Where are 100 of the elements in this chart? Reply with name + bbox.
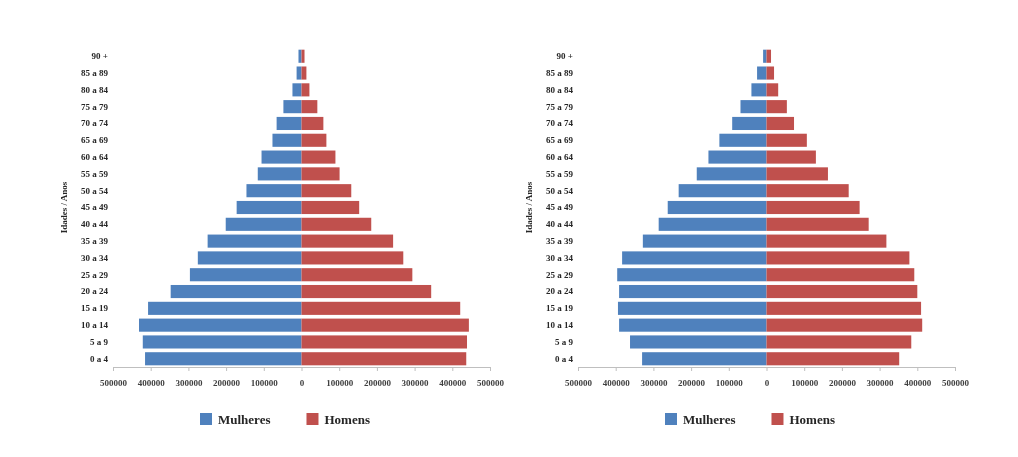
bar [763, 49, 767, 63]
y-axis-title: Idades / Anos [59, 181, 69, 234]
y-tick-label: 50 a 54 [546, 185, 574, 196]
bar [189, 268, 302, 282]
y-tick-label: 0 a 4 [555, 353, 574, 364]
bar [148, 301, 302, 315]
y-tick-label: 75 a 79 [546, 101, 574, 112]
y-tick-label: 50 a 54 [81, 185, 109, 196]
legend-label: Homens [324, 412, 370, 427]
y-tick-label: 20 a 24 [546, 286, 574, 297]
bar [170, 284, 302, 299]
y-tick-label: 80 a 84 [81, 84, 109, 95]
x-tick-label: 200000 [828, 377, 857, 388]
x-tick-label: 300000 [866, 377, 895, 388]
y-tick-label: 25 a 29 [81, 269, 109, 280]
bar [766, 234, 887, 248]
bar [766, 284, 918, 299]
bar [617, 301, 767, 315]
y-tick-label: 20 a 24 [81, 286, 109, 297]
x-tick-label: 300000 [401, 377, 430, 388]
y-tick-label: 45 a 49 [81, 202, 109, 213]
x-tick-label: 0 [299, 377, 305, 388]
y-tick-label: 10 a 14 [546, 320, 574, 331]
x-tick-label: 400000 [904, 377, 932, 388]
bar [296, 66, 302, 80]
x-tick-label: 0 [764, 377, 770, 388]
y-tick-label: 55 a 59 [81, 168, 109, 179]
y-tick-label: 10 a 14 [81, 320, 109, 331]
x-tick-label: 100000 [326, 377, 354, 388]
y-tick-label: 60 a 64 [81, 151, 109, 162]
y-tick-label: 15 a 19 [81, 303, 109, 314]
bar [301, 301, 461, 315]
x-tick-label: 200000 [363, 377, 392, 388]
y-tick-label: 35 a 39 [81, 235, 109, 246]
bar [766, 352, 900, 366]
x-tick-label: 100000 [715, 377, 744, 388]
bar [197, 251, 302, 265]
bar [766, 200, 860, 215]
bar [642, 234, 767, 248]
bar [301, 234, 394, 248]
legend-label: Mulheres [218, 412, 271, 427]
bar [257, 167, 302, 181]
y-tick-label: 60 a 64 [546, 151, 574, 162]
bar [142, 335, 302, 349]
bar [276, 116, 302, 131]
bar [667, 200, 767, 215]
y-axis-title: Idades / Anos [524, 181, 534, 234]
x-tick-label: 300000 [175, 377, 203, 388]
bar [757, 66, 767, 80]
bar [766, 268, 915, 282]
bar [642, 352, 767, 366]
x-tick-label: 500000 [942, 377, 970, 388]
bar [751, 83, 767, 97]
bar [301, 116, 324, 131]
bar [766, 66, 775, 80]
y-tick-label: 25 a 29 [546, 269, 574, 280]
bar [766, 217, 869, 231]
y-tick-label: 15 a 19 [546, 303, 574, 314]
bar [301, 268, 413, 282]
y-tick-label: 30 a 34 [81, 252, 109, 263]
y-tick-label: 55 a 59 [546, 168, 574, 179]
bar [301, 100, 318, 114]
x-tick-label: 200000 [213, 377, 241, 388]
bar [766, 251, 910, 265]
y-tick-label: 65 a 69 [546, 135, 574, 146]
x-tick-label: 100000 [250, 377, 279, 388]
bar [272, 133, 302, 147]
bar [766, 318, 923, 332]
bar [301, 167, 340, 181]
bar [292, 83, 302, 97]
x-tick-label: 500000 [477, 377, 505, 388]
bar [619, 318, 767, 332]
bar [696, 167, 767, 181]
bar [732, 116, 767, 131]
y-tick-label: 75 a 79 [81, 101, 109, 112]
x-tick-label: 500000 [100, 377, 128, 388]
bar [301, 335, 467, 349]
y-tick-label: 40 a 44 [546, 219, 574, 230]
legend-label: Mulheres [683, 412, 736, 427]
y-tick-label: 30 a 34 [546, 252, 574, 263]
bar [617, 268, 767, 282]
bar [301, 251, 404, 265]
y-tick-label: 35 a 39 [546, 235, 574, 246]
y-tick-label: 85 a 89 [546, 67, 574, 78]
bar [301, 318, 469, 332]
bar [145, 352, 302, 366]
legend-label: Homens [789, 412, 835, 427]
y-tick-label: 40 a 44 [81, 219, 109, 230]
bar [236, 200, 302, 215]
x-tick-label: 300000 [640, 377, 668, 388]
y-tick-label: 85 a 89 [81, 67, 109, 78]
bar [630, 335, 767, 349]
bar [301, 150, 336, 164]
bar [708, 150, 767, 164]
bar [740, 100, 767, 114]
y-tick-label: 80 a 84 [546, 84, 574, 95]
y-tick-label: 70 a 74 [546, 118, 574, 129]
bar [246, 184, 302, 198]
bar [207, 234, 302, 248]
bar [678, 184, 767, 198]
